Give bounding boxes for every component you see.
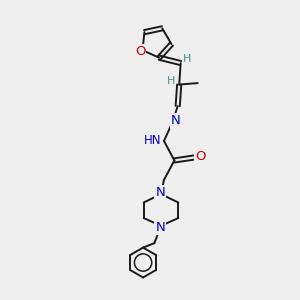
Text: O: O	[195, 150, 206, 163]
Text: H: H	[167, 76, 175, 86]
Text: N: N	[155, 187, 165, 200]
Text: H: H	[183, 54, 191, 64]
Text: N: N	[171, 115, 181, 128]
Text: N: N	[155, 221, 165, 234]
Text: O: O	[135, 45, 146, 58]
Text: HN: HN	[144, 134, 162, 147]
